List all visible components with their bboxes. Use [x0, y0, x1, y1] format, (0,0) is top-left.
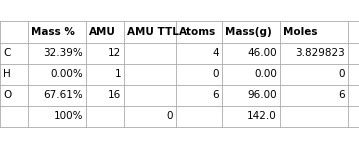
Text: 0: 0 [213, 69, 219, 79]
Text: 32.39%: 32.39% [43, 49, 83, 59]
Text: 1: 1 [115, 69, 121, 79]
Text: 100%: 100% [53, 111, 83, 122]
Text: 0: 0 [167, 111, 173, 122]
Text: 0: 0 [339, 69, 345, 79]
Text: Atoms: Atoms [179, 27, 216, 37]
Text: C: C [3, 49, 10, 59]
Text: 96.00: 96.00 [247, 91, 277, 101]
Text: Moles: Moles [283, 27, 317, 37]
Text: 67.61%: 67.61% [43, 91, 83, 101]
Text: Mass %: Mass % [31, 27, 75, 37]
Text: 16: 16 [108, 91, 121, 101]
Text: 46.00: 46.00 [247, 49, 277, 59]
Text: O: O [3, 91, 11, 101]
Text: 0.00%: 0.00% [50, 69, 83, 79]
Text: 6: 6 [213, 91, 219, 101]
Text: 4: 4 [213, 49, 219, 59]
Text: AMU TTL: AMU TTL [127, 27, 179, 37]
Text: 6: 6 [339, 91, 345, 101]
Text: 142.0: 142.0 [247, 111, 277, 122]
Text: Mass(g): Mass(g) [225, 27, 272, 37]
Text: AMU: AMU [89, 27, 116, 37]
Text: 12: 12 [108, 49, 121, 59]
Text: 3.829823: 3.829823 [295, 49, 345, 59]
Text: 0.00: 0.00 [254, 69, 277, 79]
Text: H: H [3, 69, 11, 79]
